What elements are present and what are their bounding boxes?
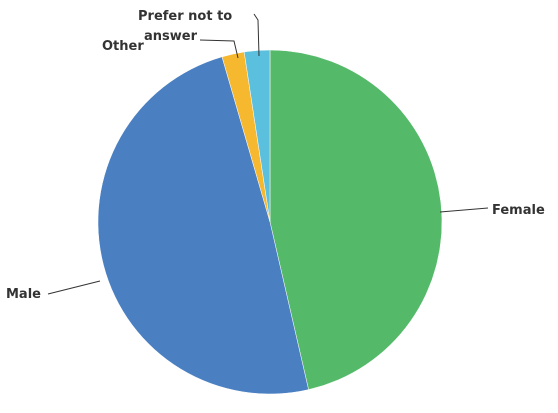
- other-label: Other: [102, 39, 144, 54]
- prefer-leader-line: [253, 13, 260, 57]
- pie-slice-female: [269, 49, 443, 390]
- prefer-label-line2: answer: [144, 29, 198, 44]
- female-label: Female: [492, 203, 545, 218]
- pie-slice-prefer-not-to-answer: [243, 49, 271, 223]
- prefer-label-line1: Prefer not to: [138, 9, 232, 24]
- female-leader-line: [439, 207, 489, 213]
- pie-slices: [97, 49, 443, 395]
- male-label: Male: [6, 287, 41, 302]
- male-leader-line: [47, 280, 101, 295]
- other-leader-line: [199, 39, 239, 59]
- pie-slice-male: [97, 56, 309, 395]
